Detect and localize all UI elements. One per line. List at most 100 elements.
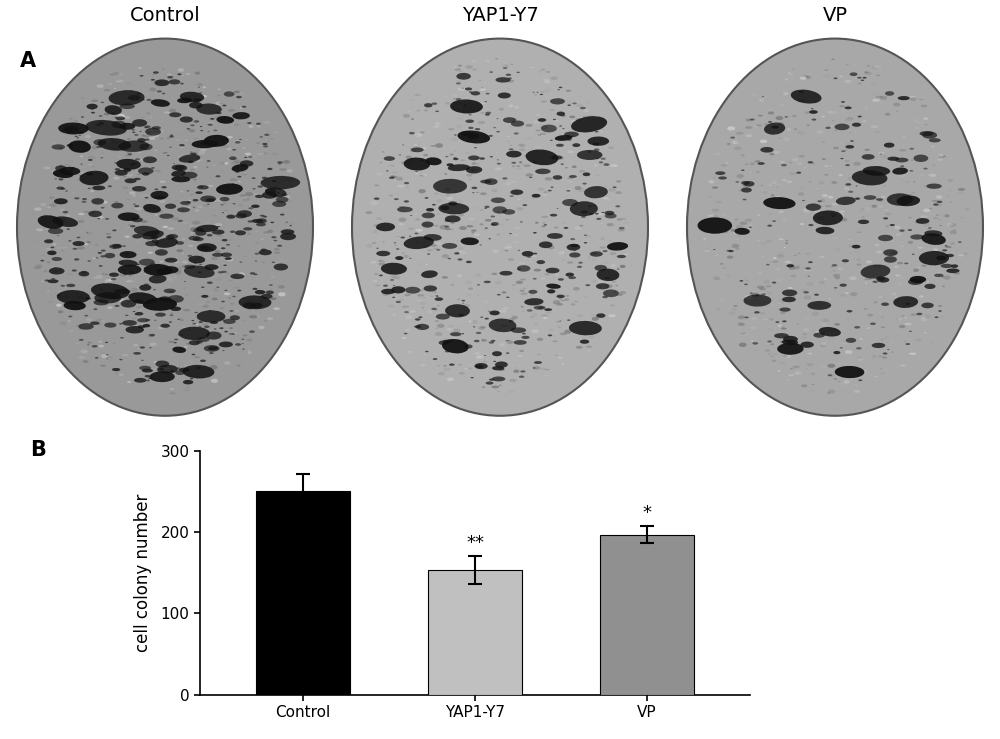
Ellipse shape [509,149,513,150]
Ellipse shape [801,213,803,214]
Ellipse shape [783,137,790,141]
Ellipse shape [457,274,462,277]
Ellipse shape [216,112,222,115]
Ellipse shape [485,219,492,222]
Ellipse shape [596,158,599,159]
Ellipse shape [499,368,505,371]
Ellipse shape [505,340,508,341]
Ellipse shape [187,176,192,178]
Ellipse shape [568,276,576,279]
Ellipse shape [762,191,767,194]
Ellipse shape [592,216,597,217]
Ellipse shape [478,327,485,330]
Ellipse shape [434,309,439,311]
Ellipse shape [711,209,719,212]
Ellipse shape [222,141,225,142]
Ellipse shape [143,204,161,213]
Ellipse shape [764,293,771,296]
Ellipse shape [745,316,749,319]
Ellipse shape [564,101,572,105]
Ellipse shape [137,347,145,350]
Ellipse shape [502,291,506,293]
Ellipse shape [252,287,257,290]
Ellipse shape [250,272,255,275]
Ellipse shape [567,262,573,264]
Ellipse shape [833,146,839,149]
Ellipse shape [110,74,114,75]
Ellipse shape [459,226,467,230]
Ellipse shape [242,147,245,149]
Ellipse shape [58,290,62,293]
Ellipse shape [725,163,729,164]
Ellipse shape [78,296,84,299]
Ellipse shape [409,98,416,101]
Ellipse shape [552,208,555,209]
Ellipse shape [197,103,202,105]
Ellipse shape [507,226,511,228]
Ellipse shape [854,250,860,253]
Ellipse shape [874,131,880,133]
Ellipse shape [242,174,247,175]
Ellipse shape [180,117,193,123]
Ellipse shape [864,207,871,211]
Ellipse shape [459,251,462,252]
Ellipse shape [765,149,771,151]
Ellipse shape [622,222,629,224]
Ellipse shape [737,185,740,186]
Ellipse shape [152,126,161,129]
Ellipse shape [743,276,747,279]
Ellipse shape [491,224,495,225]
Ellipse shape [596,313,605,318]
Ellipse shape [208,123,213,126]
Ellipse shape [830,165,832,166]
Ellipse shape [875,251,882,253]
Ellipse shape [828,374,832,376]
Ellipse shape [154,188,158,190]
Ellipse shape [439,341,448,345]
Ellipse shape [747,228,750,230]
Ellipse shape [737,174,744,178]
Ellipse shape [608,314,616,317]
Ellipse shape [82,360,89,363]
Ellipse shape [459,70,462,72]
Ellipse shape [817,219,824,223]
Ellipse shape [180,201,191,205]
Ellipse shape [135,293,138,295]
Ellipse shape [101,152,104,154]
Ellipse shape [508,247,512,248]
Ellipse shape [118,265,141,275]
Ellipse shape [822,141,825,143]
Ellipse shape [497,294,501,296]
Ellipse shape [519,149,525,151]
Ellipse shape [946,221,950,223]
Ellipse shape [601,212,604,213]
Ellipse shape [930,241,932,242]
Ellipse shape [755,294,759,296]
Ellipse shape [155,238,178,248]
Ellipse shape [563,222,567,224]
Ellipse shape [186,73,190,75]
Ellipse shape [216,198,224,202]
Ellipse shape [444,219,450,222]
Ellipse shape [218,89,221,90]
Ellipse shape [402,113,405,114]
Ellipse shape [821,71,826,73]
Ellipse shape [409,132,415,134]
Ellipse shape [801,384,807,387]
Ellipse shape [241,106,246,108]
Ellipse shape [234,123,239,126]
Ellipse shape [256,218,267,223]
Ellipse shape [828,389,835,393]
Ellipse shape [601,272,607,276]
Ellipse shape [137,151,142,154]
Ellipse shape [539,148,545,151]
Ellipse shape [605,284,613,288]
Ellipse shape [529,177,533,178]
Ellipse shape [98,252,102,253]
Ellipse shape [436,249,440,251]
Ellipse shape [218,271,223,273]
Ellipse shape [554,185,559,186]
Ellipse shape [134,313,138,315]
Ellipse shape [806,203,821,211]
Ellipse shape [133,352,141,355]
